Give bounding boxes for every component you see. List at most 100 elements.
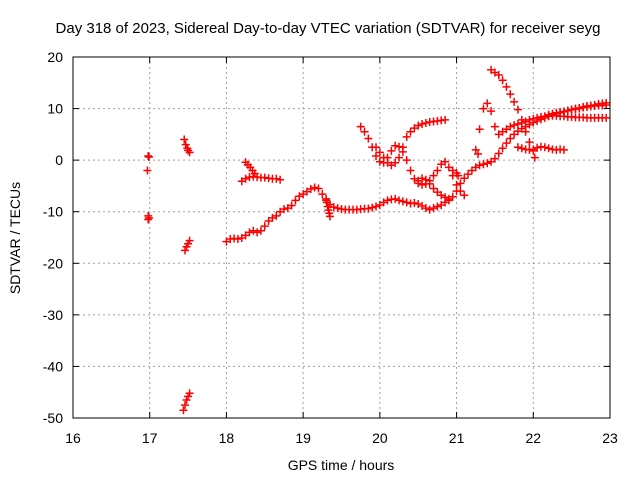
data-point [421, 119, 430, 128]
y-tick-label: 10 [47, 101, 63, 117]
data-point [391, 194, 400, 203]
data-point [483, 99, 492, 108]
series-arc-l [414, 174, 453, 203]
data-point [510, 121, 519, 130]
data-point [533, 113, 542, 122]
data-point [185, 236, 194, 245]
series-arc-f [356, 122, 469, 200]
data-point [529, 145, 538, 154]
y-tick-label: -40 [43, 358, 63, 374]
data-point [421, 204, 430, 213]
data-point [241, 174, 250, 183]
data-point [364, 134, 373, 143]
series-arc-e [322, 194, 334, 221]
data-point [395, 196, 404, 205]
data-point [559, 107, 568, 116]
data-point [375, 157, 384, 166]
data-point [506, 134, 515, 143]
data-point [494, 71, 503, 80]
data-point [533, 143, 542, 152]
data-point [460, 191, 469, 200]
data-point [179, 406, 188, 415]
data-point [575, 104, 584, 113]
data-point [483, 159, 492, 168]
series-arc-b [179, 135, 194, 415]
x-tick-label: 21 [449, 430, 465, 446]
series-arc-a [143, 152, 153, 224]
plot-frame [72, 56, 611, 419]
data-points [143, 65, 611, 415]
data-point [181, 140, 190, 149]
data-point [464, 170, 473, 179]
x-tick-labels: 16 17 18 19 20 21 22 23 [65, 430, 618, 446]
data-point [498, 144, 507, 153]
data-point [144, 153, 153, 162]
data-point [452, 180, 461, 189]
data-point [429, 204, 438, 213]
x-tick-label: 17 [142, 430, 158, 446]
data-point [521, 117, 530, 126]
data-point [454, 171, 463, 180]
data-point [398, 197, 407, 206]
data-point [325, 212, 334, 221]
data-point [395, 153, 404, 162]
data-point [310, 183, 319, 192]
data-point [510, 97, 519, 106]
data-point [490, 154, 499, 163]
axis-ticks [72, 56, 611, 419]
data-point [260, 222, 269, 231]
series-arc-j [513, 142, 568, 154]
data-point [181, 401, 190, 410]
data-point [372, 202, 381, 211]
data-point [441, 115, 450, 124]
data-point [383, 196, 392, 205]
y-tick-label: -30 [43, 307, 63, 323]
data-point [494, 149, 503, 158]
data-point [391, 141, 400, 150]
data-point [253, 228, 262, 237]
data-point [333, 204, 342, 213]
data-point [185, 389, 194, 398]
y-tick-label: -20 [43, 255, 63, 271]
data-point [143, 166, 152, 175]
data-point [402, 132, 411, 141]
data-point [487, 107, 496, 116]
data-point [502, 82, 511, 91]
data-point [406, 127, 415, 136]
data-point [233, 235, 242, 244]
data-point [144, 213, 153, 222]
data-point [517, 115, 526, 124]
data-point [517, 144, 526, 153]
data-point [180, 135, 189, 144]
series-arc-i [487, 65, 539, 162]
data-point [249, 226, 258, 235]
data-point [402, 198, 411, 207]
data-point [410, 198, 419, 207]
data-point [318, 190, 327, 199]
data-point [314, 184, 323, 193]
data-point [456, 179, 465, 188]
x-tick-label: 18 [219, 430, 235, 446]
data-point [418, 180, 427, 189]
data-point [513, 120, 522, 129]
x-tick-label: 16 [65, 430, 81, 446]
x-tick-label: 23 [602, 430, 618, 446]
y-tick-label: -50 [43, 410, 63, 426]
series-arc-g [372, 115, 450, 170]
data-point [245, 228, 254, 237]
data-point [548, 109, 557, 118]
data-point [513, 143, 522, 152]
data-point [441, 157, 450, 166]
data-point [525, 138, 534, 147]
series-arc-c [222, 98, 611, 246]
data-point [306, 185, 315, 194]
data-point [433, 202, 442, 211]
data-point [368, 203, 377, 212]
data-point [323, 202, 332, 211]
data-point [460, 174, 469, 183]
data-point [433, 166, 442, 175]
y-tick-label: 20 [47, 49, 63, 65]
data-point [563, 106, 572, 115]
data-point [360, 127, 369, 136]
data-point [544, 144, 553, 153]
